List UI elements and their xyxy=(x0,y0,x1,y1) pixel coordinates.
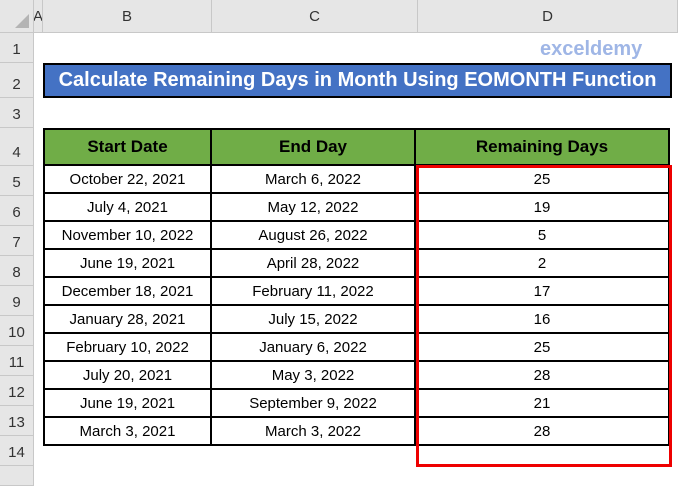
header-start-date[interactable]: Start Date xyxy=(43,128,212,166)
cell-end-day[interactable]: March 3, 2022 xyxy=(210,416,416,446)
column-header-B[interactable]: B xyxy=(43,0,212,33)
row-header-5[interactable]: 5 xyxy=(0,166,34,196)
cell-end-day[interactable]: February 11, 2022 xyxy=(210,276,416,306)
row-header-4[interactable]: 4 xyxy=(0,128,34,166)
cell-remaining-days[interactable]: 21 xyxy=(414,388,670,418)
cell-remaining-days[interactable]: 16 xyxy=(414,304,670,334)
data-table: Start Date End Day Remaining Days Octobe… xyxy=(43,128,670,446)
cell-remaining-days[interactable]: 25 xyxy=(414,332,670,362)
table-row: June 19, 2021 September 9, 2022 21 xyxy=(43,388,670,418)
watermark-logo: exceldemy xyxy=(540,38,643,60)
cell-start-date[interactable]: July 20, 2021 xyxy=(43,360,212,390)
table-row: June 19, 2021 April 28, 2022 2 xyxy=(43,248,670,278)
row-header-9[interactable]: 9 xyxy=(0,286,34,316)
cell-end-day[interactable]: April 28, 2022 xyxy=(210,248,416,278)
cell-start-date[interactable]: February 10, 2022 xyxy=(43,332,212,362)
table-row: November 10, 2022 August 26, 2022 5 xyxy=(43,220,670,250)
sheet-title[interactable]: Calculate Remaining Days in Month Using … xyxy=(43,63,672,98)
table-row: December 18, 2021 February 11, 2022 17 xyxy=(43,276,670,306)
cell-start-date[interactable]: June 19, 2021 xyxy=(43,248,212,278)
cell-end-day[interactable]: September 9, 2022 xyxy=(210,388,416,418)
cell-end-day[interactable]: July 15, 2022 xyxy=(210,304,416,334)
row-header-1[interactable]: 1 xyxy=(0,33,34,63)
row-header-11[interactable]: 11 xyxy=(0,346,34,376)
row-header-14[interactable]: 14 xyxy=(0,436,34,466)
cell-start-date[interactable]: October 22, 2021 xyxy=(43,164,212,194)
cell-start-date[interactable]: January 28, 2021 xyxy=(43,304,212,334)
cell-start-date[interactable]: June 19, 2021 xyxy=(43,388,212,418)
table-row: January 28, 2021 July 15, 2022 16 xyxy=(43,304,670,334)
row-header-13[interactable]: 13 xyxy=(0,406,34,436)
row-header-filler xyxy=(0,466,34,486)
header-end-day[interactable]: End Day xyxy=(210,128,416,166)
cell-end-day[interactable]: August 26, 2022 xyxy=(210,220,416,250)
select-all-button[interactable] xyxy=(0,0,34,33)
cell-remaining-days[interactable]: 28 xyxy=(414,416,670,446)
row-header-10[interactable]: 10 xyxy=(0,316,34,346)
row-header-3[interactable]: 3 xyxy=(0,98,34,128)
table-row: March 3, 2021 March 3, 2022 28 xyxy=(43,416,670,446)
table-row: February 10, 2022 January 6, 2022 25 xyxy=(43,332,670,362)
column-header-D[interactable]: D xyxy=(418,0,678,33)
row-header-2[interactable]: 2 xyxy=(0,63,34,98)
table-row: October 22, 2021 March 6, 2022 25 xyxy=(43,164,670,194)
cell-start-date[interactable]: November 10, 2022 xyxy=(43,220,212,250)
header-remaining-days[interactable]: Remaining Days xyxy=(414,128,670,166)
cell-remaining-days[interactable]: 25 xyxy=(414,164,670,194)
cell-start-date[interactable]: March 3, 2021 xyxy=(43,416,212,446)
cell-remaining-days[interactable]: 19 xyxy=(414,192,670,222)
cell-end-day[interactable]: January 6, 2022 xyxy=(210,332,416,362)
row-header-8[interactable]: 8 xyxy=(0,256,34,286)
column-header-A[interactable]: A xyxy=(34,0,43,33)
cell-end-day[interactable]: March 6, 2022 xyxy=(210,164,416,194)
cell-remaining-days[interactable]: 17 xyxy=(414,276,670,306)
cell-start-date[interactable]: July 4, 2021 xyxy=(43,192,212,222)
cell-end-day[interactable]: May 3, 2022 xyxy=(210,360,416,390)
row-header-7[interactable]: 7 xyxy=(0,226,34,256)
cell-end-day[interactable]: May 12, 2022 xyxy=(210,192,416,222)
table-row: July 20, 2021 May 3, 2022 28 xyxy=(43,360,670,390)
table-row: July 4, 2021 May 12, 2022 19 xyxy=(43,192,670,222)
column-header-C[interactable]: C xyxy=(212,0,418,33)
cell-remaining-days[interactable]: 5 xyxy=(414,220,670,250)
row-header-12[interactable]: 12 xyxy=(0,376,34,406)
cell-start-date[interactable]: December 18, 2021 xyxy=(43,276,212,306)
cell-remaining-days[interactable]: 28 xyxy=(414,360,670,390)
cell-remaining-days[interactable]: 2 xyxy=(414,248,670,278)
row-header-6[interactable]: 6 xyxy=(0,196,34,226)
